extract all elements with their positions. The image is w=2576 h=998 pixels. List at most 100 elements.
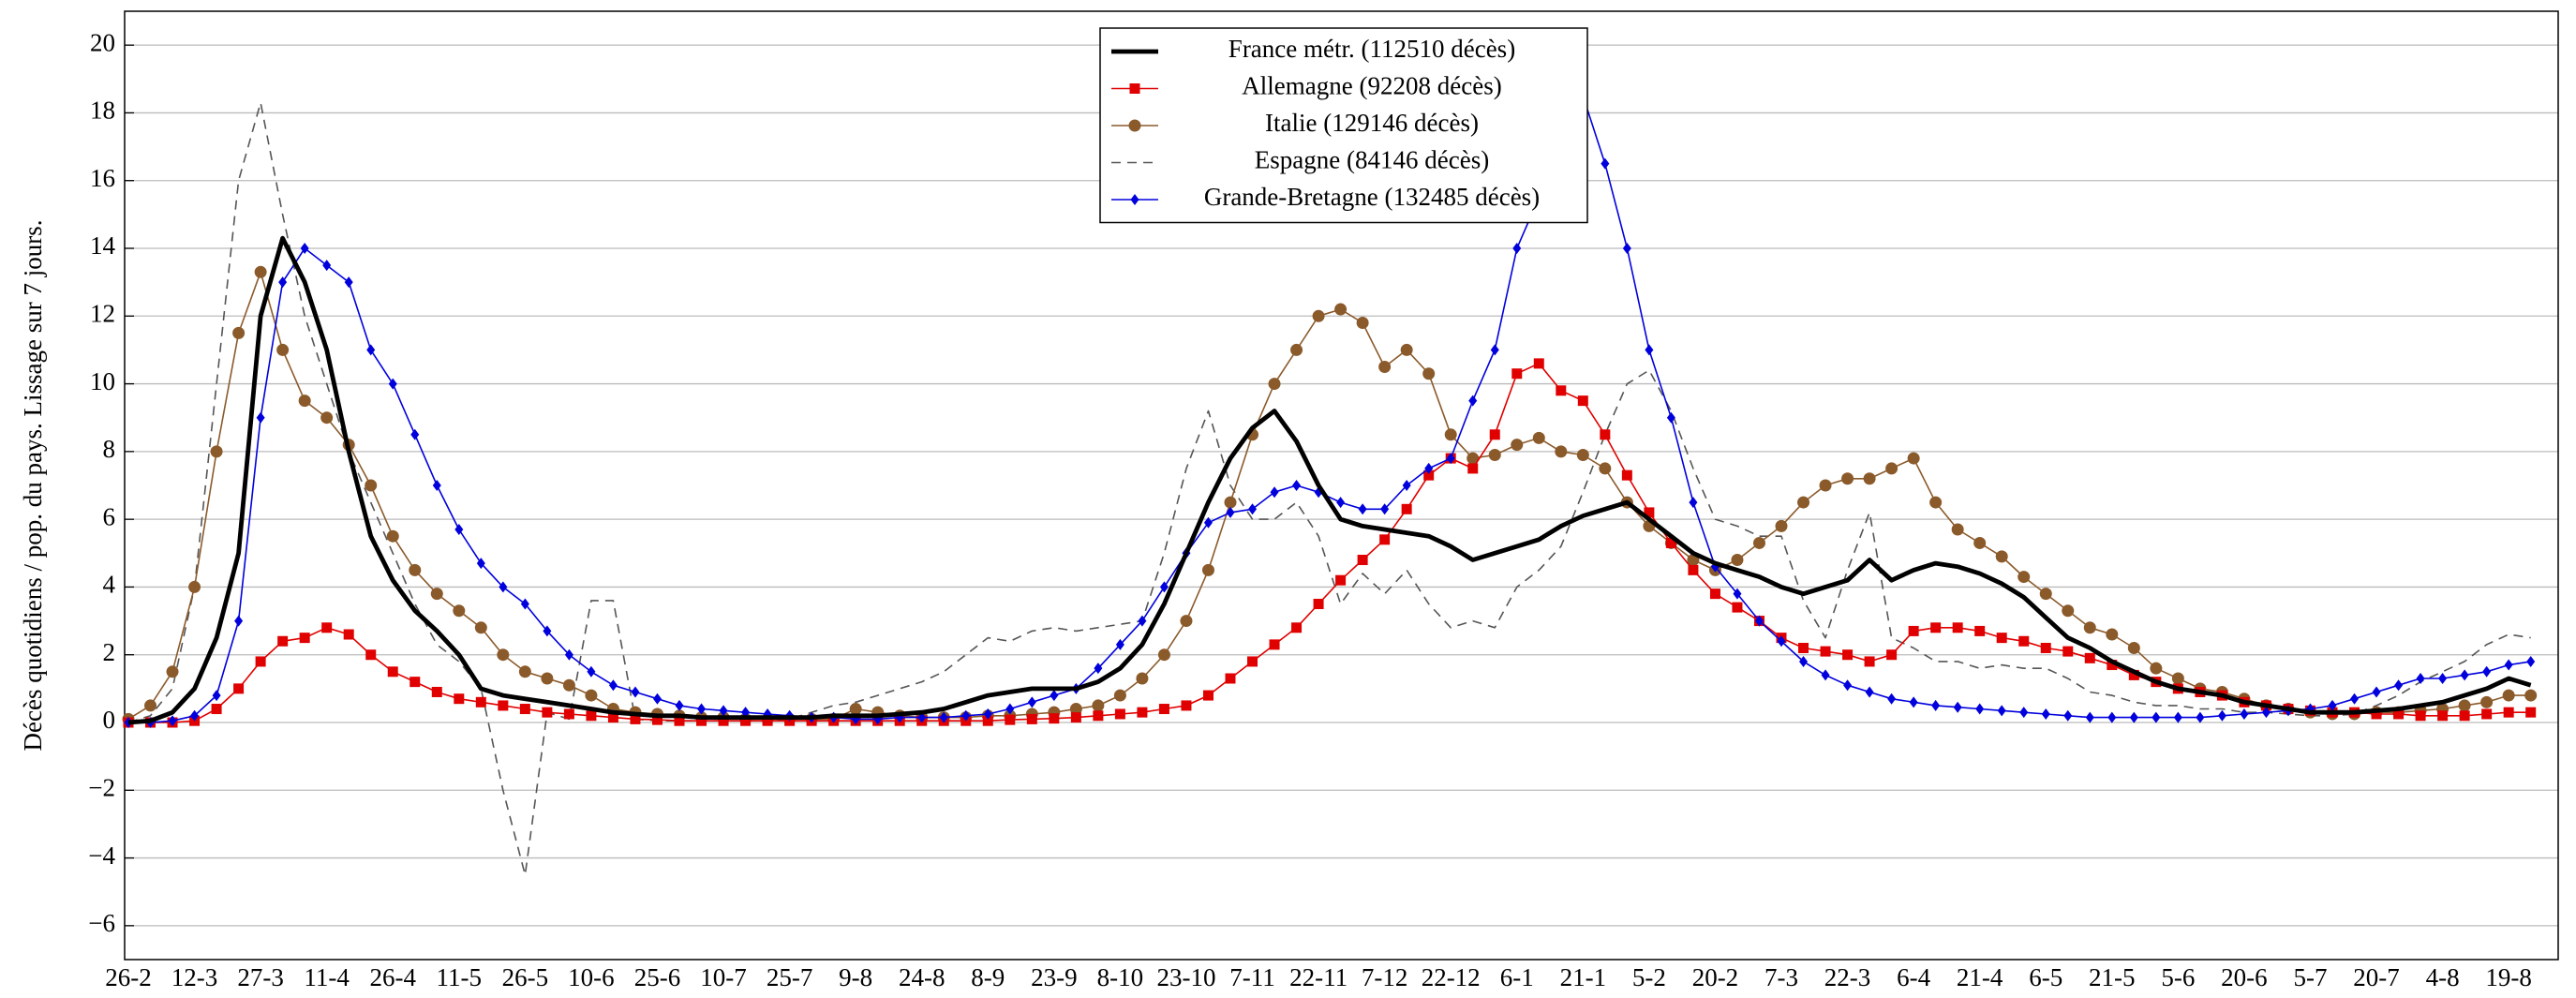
marker xyxy=(409,677,421,688)
marker xyxy=(1908,625,1919,636)
marker xyxy=(741,707,751,719)
marker xyxy=(1113,689,1126,702)
marker xyxy=(1424,462,1434,474)
marker xyxy=(1201,563,1214,576)
marker xyxy=(1225,673,1236,684)
x-tick-label: 23-9 xyxy=(1031,963,1078,991)
legend-marker xyxy=(1130,194,1139,205)
marker xyxy=(2196,711,2205,723)
marker xyxy=(585,689,598,702)
marker xyxy=(299,633,310,644)
marker xyxy=(1380,503,1390,515)
marker xyxy=(298,395,311,408)
marker xyxy=(586,710,597,722)
marker xyxy=(1841,472,1854,485)
marker xyxy=(1953,701,1962,713)
marker xyxy=(630,713,641,724)
marker xyxy=(718,715,729,726)
marker xyxy=(2019,707,2029,719)
marker xyxy=(675,699,684,711)
x-tick-label: 9-8 xyxy=(839,963,872,991)
marker xyxy=(696,715,707,726)
marker xyxy=(608,679,618,692)
marker xyxy=(1996,633,2007,644)
series xyxy=(123,358,2537,728)
marker xyxy=(365,649,377,661)
marker xyxy=(2084,652,2095,663)
marker xyxy=(983,708,992,720)
marker xyxy=(1929,496,1943,509)
marker xyxy=(631,686,640,698)
marker xyxy=(1952,622,1963,633)
marker xyxy=(1843,679,1853,692)
legend-marker xyxy=(1129,83,1140,94)
marker xyxy=(1887,693,1897,705)
marker xyxy=(1137,707,1148,718)
marker xyxy=(651,714,663,725)
legend-label: Allemagne (92208 décès) xyxy=(1242,72,1501,100)
marker xyxy=(543,625,552,637)
marker xyxy=(1050,690,1059,702)
marker xyxy=(166,665,179,678)
series-line xyxy=(127,101,2531,876)
x-tick-label: 26-5 xyxy=(502,963,549,991)
marker xyxy=(454,523,464,535)
marker xyxy=(2040,642,2051,653)
marker xyxy=(2171,672,2184,685)
marker xyxy=(1907,452,1920,465)
marker xyxy=(719,705,728,717)
y-axis-label: Décès quotidiens / pop. du pays. Lissage… xyxy=(19,220,47,752)
marker xyxy=(2261,707,2271,719)
x-tick-label: 20-6 xyxy=(2221,963,2268,991)
marker xyxy=(939,711,948,723)
marker xyxy=(2328,699,2337,711)
x-tick-label: 25-6 xyxy=(634,963,681,991)
y-tick-label: 12 xyxy=(90,299,115,327)
y-tick-label: 16 xyxy=(90,164,115,192)
x-tick-label: 11-5 xyxy=(437,963,483,991)
marker xyxy=(1422,367,1436,380)
marker xyxy=(210,445,223,458)
marker xyxy=(1070,712,1081,723)
marker xyxy=(1423,469,1435,481)
marker xyxy=(388,378,397,390)
marker xyxy=(1291,622,1303,633)
x-tick-label: 22-12 xyxy=(1422,963,1481,991)
marker xyxy=(2480,695,2494,708)
marker xyxy=(1400,343,1413,356)
marker xyxy=(344,276,353,289)
marker xyxy=(1180,615,1193,628)
marker xyxy=(1444,428,1457,441)
x-tick-label: 7-12 xyxy=(1362,963,1408,991)
marker xyxy=(1335,574,1347,586)
marker xyxy=(1157,648,1170,662)
marker xyxy=(1532,431,1545,444)
legend-label: Espagne (84146 décès) xyxy=(1255,146,1489,174)
marker xyxy=(1930,622,1942,633)
marker xyxy=(562,678,575,692)
y-tick-label: 20 xyxy=(90,28,115,56)
marker xyxy=(2083,621,2096,634)
marker xyxy=(740,715,752,726)
marker xyxy=(1798,642,1809,653)
marker xyxy=(1049,713,1060,724)
marker xyxy=(2150,662,2163,675)
x-tick-label: 5-6 xyxy=(2161,963,2195,991)
marker xyxy=(322,260,332,272)
marker xyxy=(2393,708,2405,720)
marker xyxy=(278,276,288,289)
marker xyxy=(234,615,244,627)
marker xyxy=(1224,496,1237,509)
marker xyxy=(1754,615,1764,627)
x-tick-label: 6-4 xyxy=(1897,963,1930,991)
x-tick-label: 10-6 xyxy=(568,963,615,991)
series-line xyxy=(127,271,2531,721)
marker xyxy=(1226,506,1235,518)
marker xyxy=(1511,439,1524,452)
marker xyxy=(409,563,422,576)
marker xyxy=(365,479,378,492)
x-tick-label: 22-3 xyxy=(1824,963,1871,991)
marker xyxy=(1290,343,1303,356)
x-tick-label: 12-3 xyxy=(171,963,218,991)
series xyxy=(127,235,2532,725)
